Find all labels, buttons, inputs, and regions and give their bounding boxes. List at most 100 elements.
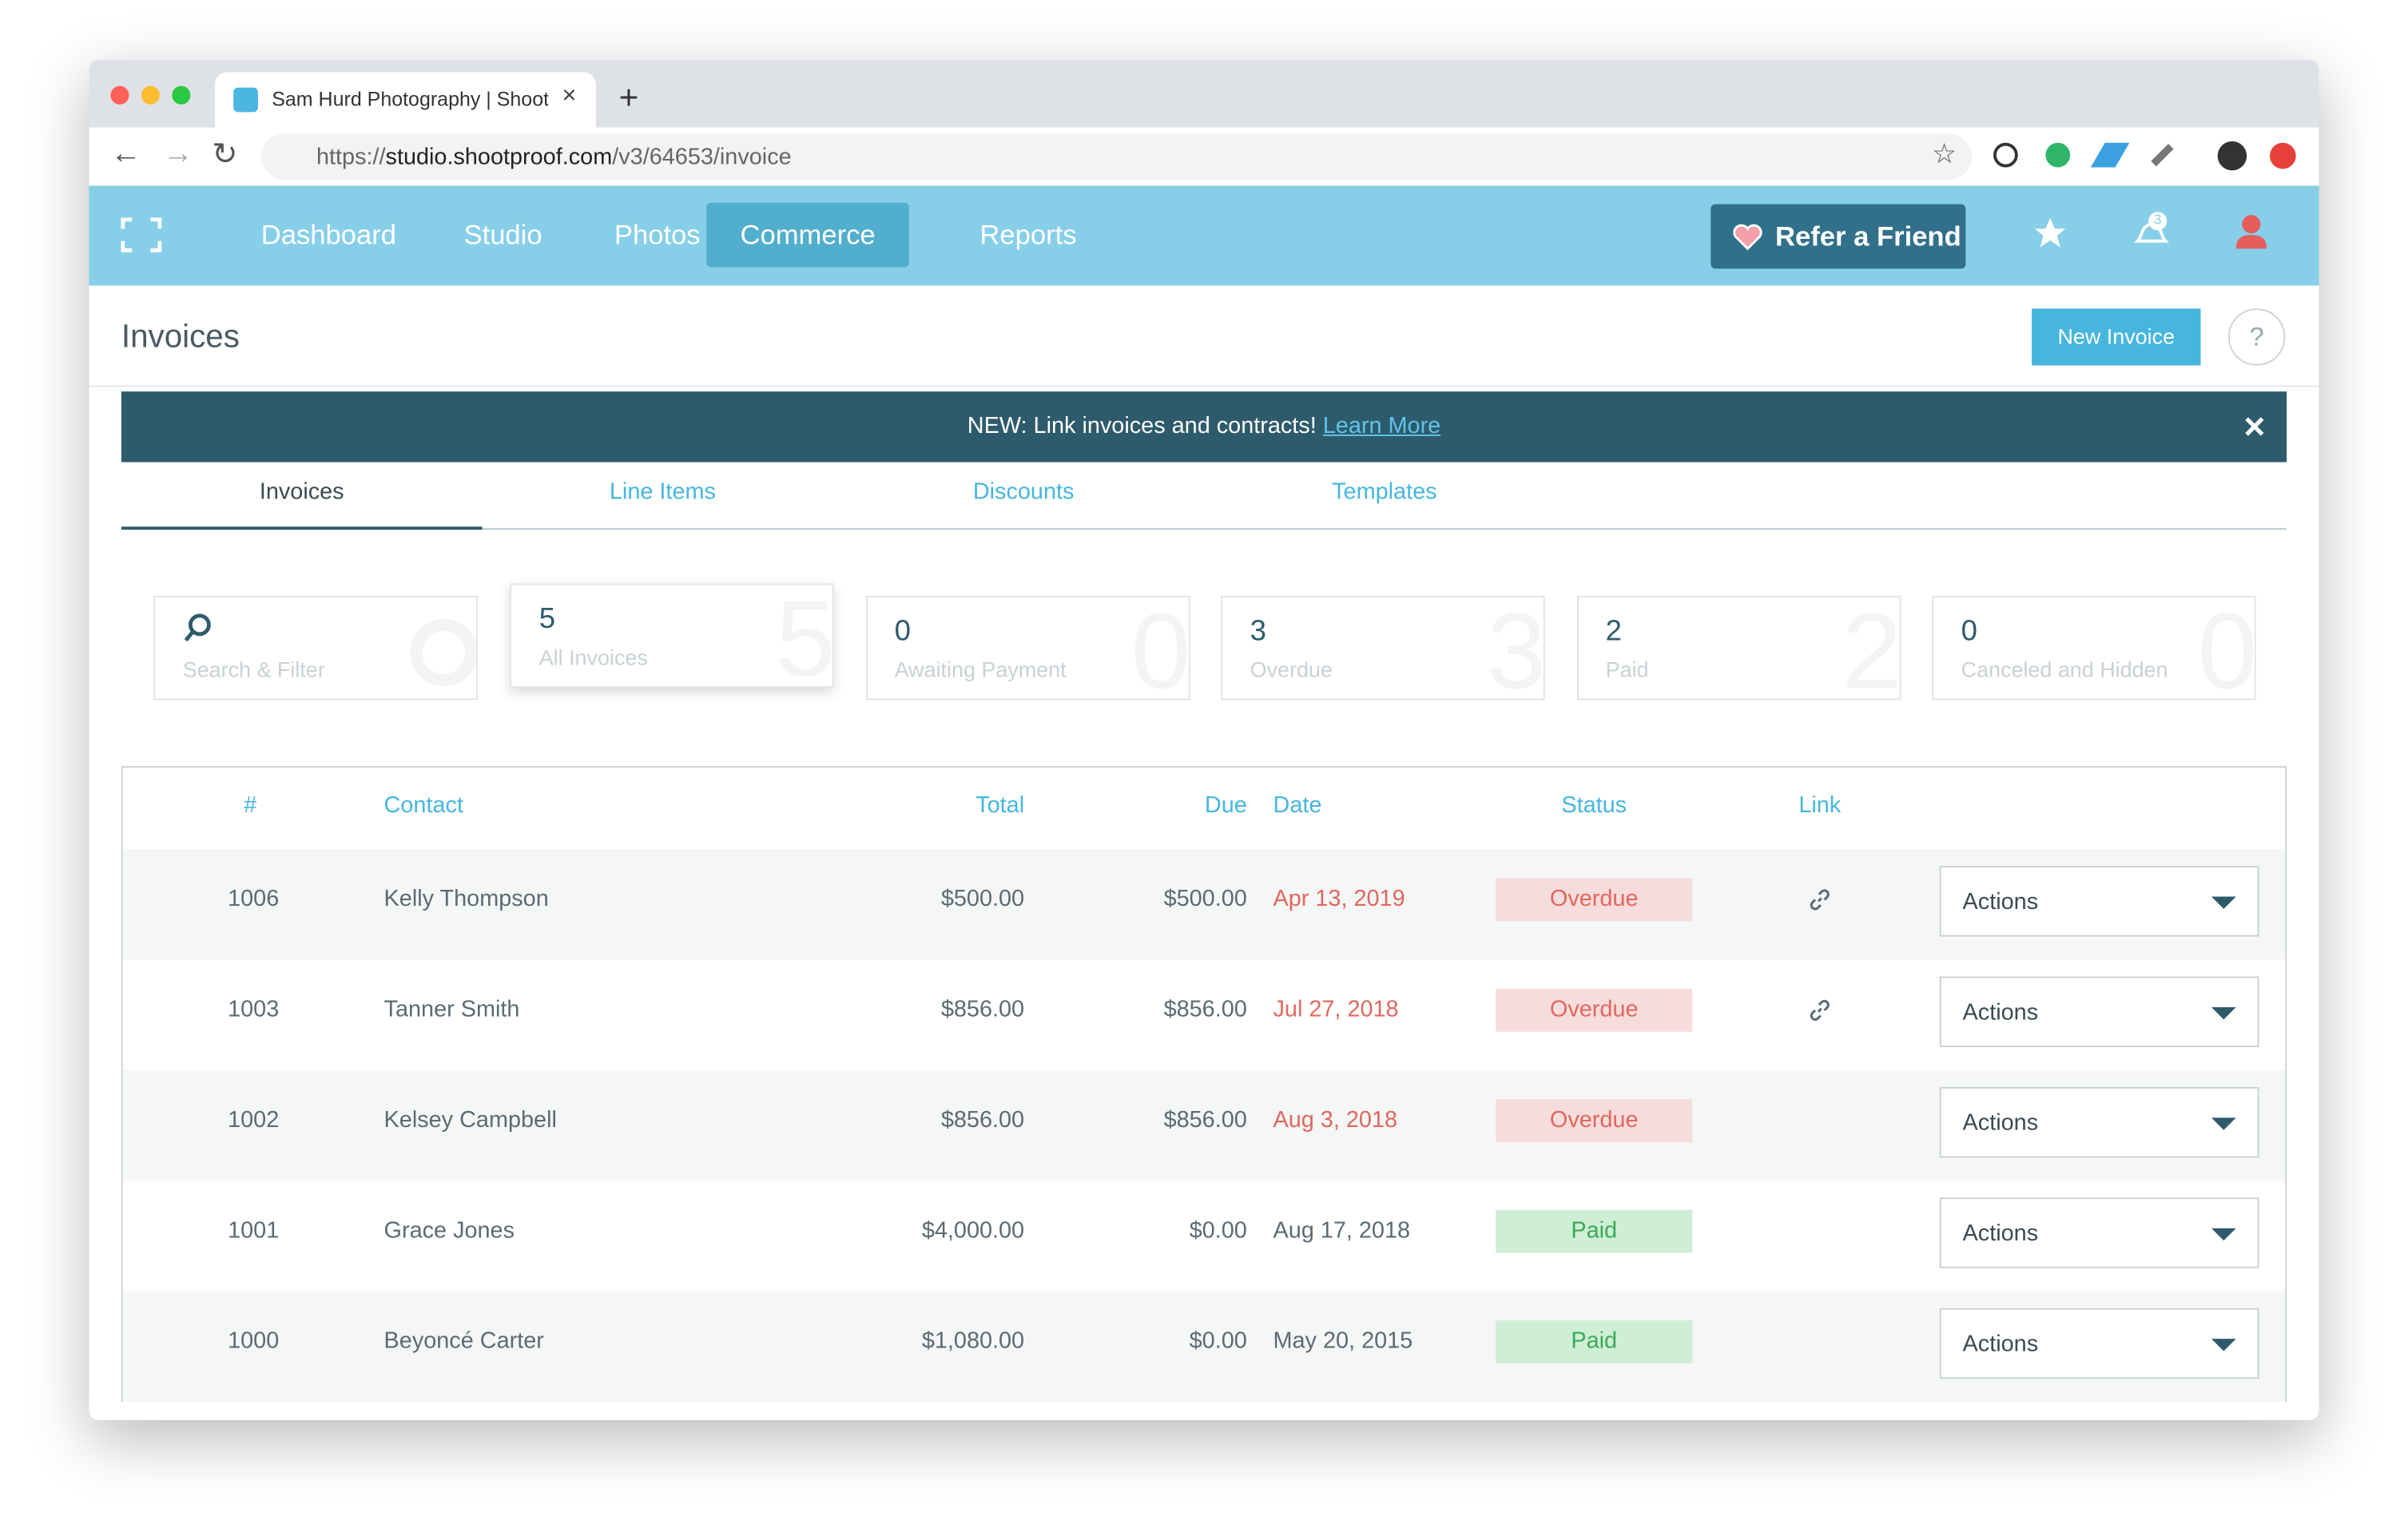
banner-close[interactable]: × xyxy=(2243,407,2266,449)
actions-dropdown[interactable]: Actions xyxy=(1939,976,2259,1047)
column-header: Date xyxy=(1273,792,1322,819)
total: $1,080.00 xyxy=(921,1328,1025,1355)
sub-tab[interactable]: Templates xyxy=(1332,478,1437,506)
status-badge: Overdue xyxy=(1496,878,1693,922)
filter-cards: Search & Filter 5 5 All Invoices 0 0 Awaiting … xyxy=(89,574,2319,712)
back-button[interactable]: ← xyxy=(110,137,141,171)
card-count: 0 xyxy=(1961,615,1977,649)
actions-dropdown[interactable]: Actions xyxy=(1939,1086,2259,1158)
card-watermark: 2 xyxy=(1842,595,1901,701)
actions-label: Actions xyxy=(1962,1220,2039,1247)
actions-label: Actions xyxy=(1962,1109,2039,1137)
date: Apr 13, 2019 xyxy=(1273,886,1405,912)
table-row: 1003 Tanner Smith $856.00 $856.00 Jul 27, 20… xyxy=(122,959,2286,1070)
dropdown-caret xyxy=(2211,1339,2236,1351)
forward-button[interactable]: → xyxy=(162,137,194,171)
extension-icon[interactable] xyxy=(1993,142,2018,168)
page-title: Invoices xyxy=(121,319,240,355)
table-row: 1000 Beyoncé Carter $1,080.00 $0.00 May 20, … xyxy=(122,1291,2286,1402)
sub-tab[interactable]: Discounts xyxy=(972,478,1075,506)
stat-card[interactable]: 0 0 Awaiting Payment xyxy=(865,595,1190,701)
reload-button[interactable]: ↻ xyxy=(212,137,238,173)
due: $0.00 xyxy=(1189,1217,1247,1244)
nav-item[interactable]: Dashboard xyxy=(227,203,430,268)
nav-label: Dashboard xyxy=(260,219,397,251)
favorites-icon[interactable] xyxy=(2033,216,2067,250)
search-icon xyxy=(184,613,211,642)
close-dot[interactable] xyxy=(110,85,129,105)
total: $500.00 xyxy=(940,886,1025,912)
due: $856.00 xyxy=(1163,996,1247,1023)
status-badge: Overdue xyxy=(1496,1099,1693,1143)
bookmark-star[interactable]: ☆ xyxy=(1932,137,1957,169)
status-badge: Paid xyxy=(1496,1209,1693,1253)
nav-label: Commerce xyxy=(740,219,876,251)
contact-name[interactable]: Tanner Smith xyxy=(383,996,520,1023)
column-header: Due xyxy=(1204,792,1247,819)
sub-tabs: Invoices Line Items Discounts Templates xyxy=(121,478,2287,530)
actions-dropdown[interactable]: Actions xyxy=(1939,1197,2259,1268)
favicon xyxy=(233,87,258,113)
banner-text: NEW: Link invoices and contracts! xyxy=(967,413,1317,439)
announcement-banner: NEW: Link invoices and contracts! Learn … xyxy=(121,391,2287,462)
date: May 20, 2015 xyxy=(1273,1328,1413,1355)
invoice-number: 1000 xyxy=(228,1328,280,1355)
nav-label: Photos xyxy=(614,219,701,251)
search-card[interactable]: Search & Filter xyxy=(153,595,478,701)
link-icon[interactable] xyxy=(1807,998,1832,1022)
url-path: /v3/64653/invoice xyxy=(612,144,792,171)
browser-tab[interactable]: Sam Hurd Photography | Shoot × xyxy=(215,72,596,128)
refer-button[interactable]: Refer a Friend xyxy=(1711,204,1966,269)
dropdown-caret xyxy=(2211,896,2236,909)
contact-name[interactable]: Kelly Thompson xyxy=(383,886,549,912)
nav-item[interactable]: Commerce xyxy=(706,202,909,268)
actions-dropdown[interactable]: Actions xyxy=(1939,1308,2259,1379)
card-label: All Invoices xyxy=(538,645,648,670)
card-watermark: 5 xyxy=(775,583,834,689)
account-icon[interactable] xyxy=(2235,213,2267,250)
minimize-dot[interactable] xyxy=(141,85,160,105)
stat-card[interactable]: 2 2 Paid xyxy=(1576,595,1901,701)
extension-icon[interactable] xyxy=(2045,142,2071,168)
contact-name[interactable]: Beyoncé Carter xyxy=(383,1328,544,1355)
nav-item[interactable]: Studio xyxy=(430,203,576,268)
nav-item[interactable]: Photos xyxy=(581,203,734,268)
contact-name[interactable]: Grace Jones xyxy=(383,1217,515,1244)
card-count: 5 xyxy=(538,603,556,636)
table-row: 1001 Grace Jones $4,000.00 $0.00 Aug 17, 201… xyxy=(122,1181,2286,1292)
sub-tab[interactable]: Line Items xyxy=(609,478,716,506)
column-header: # xyxy=(244,792,257,819)
help-button[interactable]: ? xyxy=(2228,308,2286,366)
stat-card[interactable]: 3 3 Overdue xyxy=(1221,595,1545,701)
app-logo[interactable] xyxy=(120,216,163,253)
update-icon[interactable] xyxy=(2269,142,2296,169)
sub-tab[interactable]: Invoices xyxy=(121,478,483,530)
card-label: Paid xyxy=(1605,657,1649,682)
notifications-icon[interactable] xyxy=(2132,210,2172,253)
extension-icon[interactable] xyxy=(2090,142,2130,168)
date: Aug 3, 2018 xyxy=(1273,1106,1398,1133)
profile-avatar[interactable] xyxy=(2217,141,2247,171)
new-tab[interactable]: + xyxy=(618,78,639,117)
tab-close[interactable]: × xyxy=(562,82,577,109)
new-invoice-button[interactable]: New Invoice xyxy=(2032,308,2201,366)
browser-window: Sam Hurd Photography | Shoot × + ← → ↻ h… xyxy=(89,59,2319,1421)
address-bar[interactable]: https://studio.shootproof.com/v3/64653/i… xyxy=(260,133,1973,180)
actions-dropdown[interactable]: Actions xyxy=(1939,866,2259,937)
learn-more-link[interactable]: Learn More xyxy=(1322,413,1441,439)
due: $0.00 xyxy=(1189,1328,1247,1355)
zoom-dot[interactable] xyxy=(172,85,191,105)
card-label: Awaiting Payment xyxy=(894,657,1067,682)
nav-label: Reports xyxy=(979,219,1077,251)
invoice-table: # Contact Total Due Date Status Link 1006 Kelly … xyxy=(121,766,2287,1402)
table-row: 1002 Kelsey Campbell $856.00 $856.00 Aug 3, … xyxy=(122,1070,2286,1181)
url-host: studio.shootproof.com xyxy=(385,144,613,171)
contact-name[interactable]: Kelsey Campbell xyxy=(383,1106,557,1133)
link-icon[interactable] xyxy=(1807,887,1832,912)
stat-card[interactable]: 0 0 Canceled and Hidden xyxy=(1932,595,2256,701)
dropdown-caret xyxy=(2211,1117,2236,1130)
nav-item[interactable]: Reports xyxy=(946,203,1111,268)
stat-card[interactable]: 5 5 All Invoices xyxy=(510,583,834,689)
extension-icon[interactable] xyxy=(2151,144,2174,167)
total: $856.00 xyxy=(940,1106,1025,1133)
